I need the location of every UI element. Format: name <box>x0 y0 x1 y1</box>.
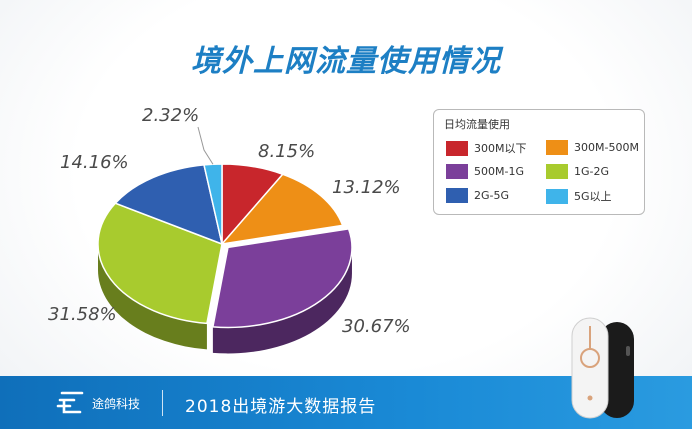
legend: 日均流量使用 300M以下 300M-500M 500M-1G 1G-2G 2G… <box>433 109 645 215</box>
chart-title: 境外上网流量使用情况 <box>191 44 501 79</box>
legend-title: 日均流量使用 <box>444 118 510 131</box>
legend-label: 500M-1G <box>474 165 524 178</box>
company-name: 途鸽科技 <box>92 397 141 411</box>
slice-label: 2.32% <box>142 105 199 126</box>
legend-item-5g-above: 5G以上 <box>546 188 612 204</box>
legend-label: 1G-2G <box>574 165 610 178</box>
legend-swatch <box>546 188 568 204</box>
tuge-logo-icon <box>56 391 84 414</box>
slice-label: 14.16% <box>60 152 129 173</box>
legend-swatch <box>446 164 468 179</box>
slice-label: 30.67% <box>342 316 411 337</box>
legend-item-2g-5g: 2G-5G <box>446 188 509 203</box>
slice-label: 8.15% <box>258 141 315 162</box>
legend-label: 2G-5G <box>474 189 510 202</box>
legend-item-500m-1g: 500M-1G <box>446 164 524 179</box>
pie-slice <box>220 173 344 246</box>
wifi-device-icon <box>571 317 634 419</box>
legend-swatch <box>546 164 568 179</box>
pie-slice <box>114 164 224 246</box>
pie-slice <box>97 202 223 325</box>
legend-item-300m-500m: 300M-500M <box>546 140 639 155</box>
slice-label: 31.58% <box>48 304 117 325</box>
legend-item-1g-2g: 1G-2G <box>546 164 609 179</box>
leader-line <box>197 126 214 165</box>
legend-swatch <box>446 188 468 203</box>
legend-swatch <box>446 140 468 156</box>
legend-label: 5G以上 <box>574 190 612 203</box>
legend-swatch <box>546 140 568 155</box>
legend-label: 300M以下 <box>474 142 527 155</box>
report-title: 2018出境游大数据报告 <box>185 397 377 417</box>
pie-slice <box>211 228 353 329</box>
slice-label: 13.12% <box>332 177 401 198</box>
legend-label: 300M-500M <box>574 141 639 154</box>
pie-slice-side <box>98 244 207 350</box>
legend-item-300m-below: 300M以下 <box>446 140 527 156</box>
footer-divider <box>162 390 163 416</box>
